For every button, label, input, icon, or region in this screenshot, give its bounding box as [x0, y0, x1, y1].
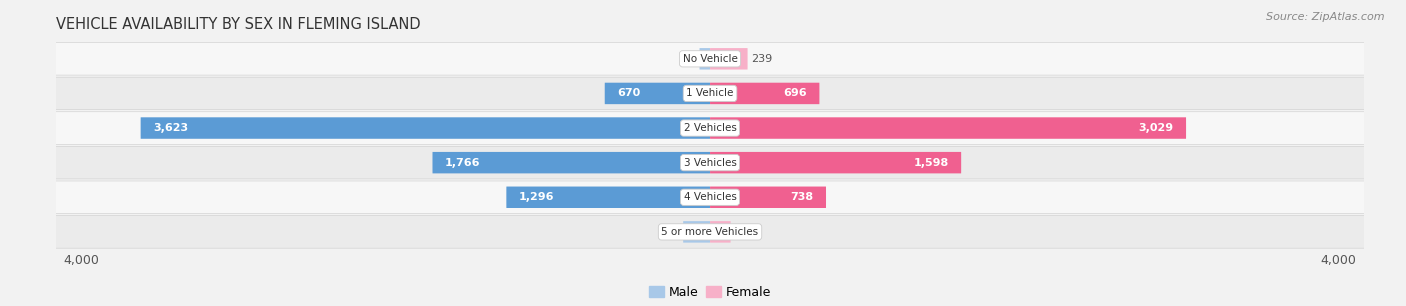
FancyBboxPatch shape	[710, 83, 820, 104]
Text: 3,029: 3,029	[1139, 123, 1174, 133]
Text: 1,766: 1,766	[446, 158, 481, 168]
Legend: Male, Female: Male, Female	[644, 281, 776, 304]
FancyBboxPatch shape	[141, 117, 710, 139]
FancyBboxPatch shape	[51, 216, 1369, 248]
Text: 1 Vehicle: 1 Vehicle	[686, 88, 734, 99]
FancyBboxPatch shape	[51, 146, 1369, 179]
Text: 3,623: 3,623	[153, 123, 188, 133]
Text: 171: 171	[658, 227, 679, 237]
Text: 5 or more Vehicles: 5 or more Vehicles	[661, 227, 759, 237]
FancyBboxPatch shape	[710, 187, 825, 208]
Text: 4 Vehicles: 4 Vehicles	[683, 192, 737, 202]
Text: 670: 670	[617, 88, 641, 99]
Text: 131: 131	[734, 227, 755, 237]
Text: 1,296: 1,296	[519, 192, 554, 202]
FancyBboxPatch shape	[51, 112, 1369, 144]
FancyBboxPatch shape	[710, 152, 962, 174]
Text: 67: 67	[682, 54, 696, 64]
FancyBboxPatch shape	[605, 83, 710, 104]
FancyBboxPatch shape	[506, 187, 710, 208]
FancyBboxPatch shape	[51, 181, 1369, 214]
FancyBboxPatch shape	[51, 77, 1369, 110]
Text: VEHICLE AVAILABILITY BY SEX IN FLEMING ISLAND: VEHICLE AVAILABILITY BY SEX IN FLEMING I…	[56, 17, 420, 32]
Text: No Vehicle: No Vehicle	[682, 54, 738, 64]
Text: 696: 696	[783, 88, 807, 99]
FancyBboxPatch shape	[710, 48, 748, 69]
FancyBboxPatch shape	[683, 221, 710, 243]
FancyBboxPatch shape	[700, 48, 710, 69]
Text: 2 Vehicles: 2 Vehicles	[683, 123, 737, 133]
Text: 3 Vehicles: 3 Vehicles	[683, 158, 737, 168]
Text: Source: ZipAtlas.com: Source: ZipAtlas.com	[1267, 12, 1385, 22]
FancyBboxPatch shape	[710, 117, 1187, 139]
Text: 1,598: 1,598	[914, 158, 949, 168]
FancyBboxPatch shape	[51, 43, 1369, 75]
FancyBboxPatch shape	[710, 221, 731, 243]
Text: 239: 239	[752, 54, 773, 64]
Text: 738: 738	[790, 192, 814, 202]
FancyBboxPatch shape	[433, 152, 710, 174]
